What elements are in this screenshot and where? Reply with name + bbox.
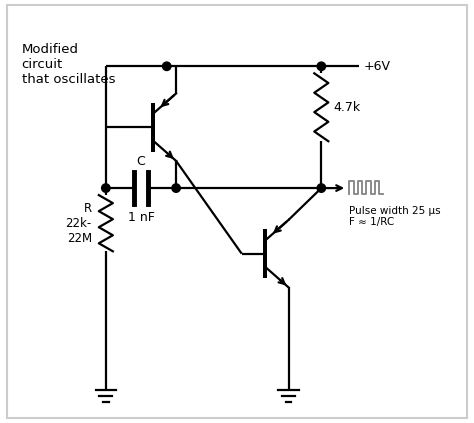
Circle shape	[317, 184, 326, 192]
Text: R
22k-
22M: R 22k- 22M	[65, 202, 92, 245]
Text: 4.7k: 4.7k	[333, 101, 360, 114]
Circle shape	[172, 184, 180, 192]
Text: C: C	[137, 155, 146, 168]
Circle shape	[163, 62, 171, 71]
Circle shape	[101, 184, 110, 192]
Text: Modified
circuit
that oscillates: Modified circuit that oscillates	[21, 43, 115, 86]
Text: 1 nF: 1 nF	[128, 211, 155, 224]
Text: Pulse width 25 μs
F ≈ 1/RC: Pulse width 25 μs F ≈ 1/RC	[349, 206, 441, 228]
Circle shape	[317, 62, 326, 71]
Text: +6V: +6V	[364, 60, 391, 73]
FancyBboxPatch shape	[8, 5, 466, 418]
